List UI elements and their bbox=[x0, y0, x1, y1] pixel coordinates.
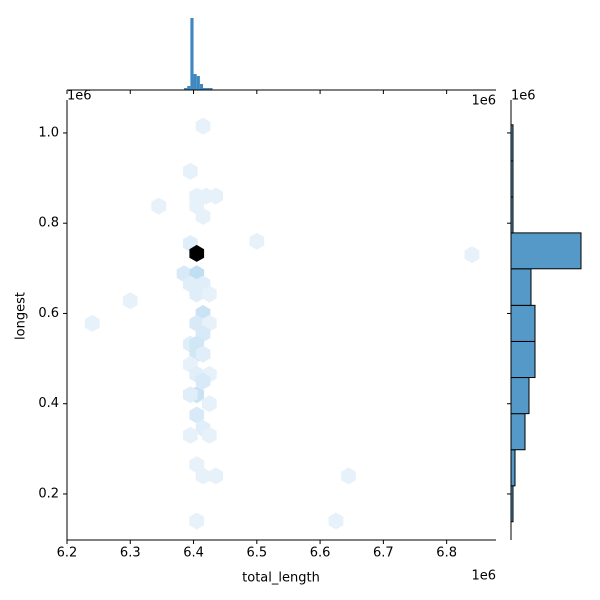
histogram-bar bbox=[510, 232, 582, 270]
hex-cell bbox=[208, 187, 224, 205]
histogram-bar bbox=[510, 449, 516, 487]
hex-cell bbox=[183, 162, 198, 180]
hex-cell bbox=[189, 406, 205, 424]
x-tick-label: 6.3 bbox=[120, 546, 141, 561]
histogram-bar bbox=[203, 88, 207, 90]
x-tick-label: 6.4 bbox=[183, 546, 204, 561]
hex-cell bbox=[208, 467, 224, 485]
histogram-bar bbox=[184, 88, 188, 90]
marginal-x-offset: 1e6 bbox=[471, 94, 496, 109]
hex-cell bbox=[195, 207, 211, 225]
histogram-bar bbox=[510, 340, 536, 379]
y-tick-label: 0.6 bbox=[38, 306, 59, 321]
hex-cell bbox=[151, 197, 167, 215]
x-tick-label: 6.6 bbox=[310, 546, 331, 561]
hex-cell bbox=[202, 395, 217, 413]
histogram-bar bbox=[209, 88, 213, 90]
x-tick-label: 6.5 bbox=[246, 546, 267, 561]
y-tick-label: 0.8 bbox=[38, 216, 59, 231]
marginal-y-offset: 1e6 bbox=[511, 89, 536, 104]
hex-cell bbox=[195, 117, 211, 135]
hex-cell bbox=[189, 244, 205, 262]
y-tick-label: 0.2 bbox=[38, 486, 59, 501]
x-tick-label: 6.2 bbox=[57, 546, 78, 561]
hex-cell bbox=[122, 292, 138, 310]
hex-cell bbox=[183, 386, 198, 404]
histogram-bar bbox=[190, 18, 194, 90]
histogram-bar bbox=[187, 86, 191, 90]
hex-cell bbox=[189, 456, 205, 474]
histogram-bar bbox=[510, 413, 526, 451]
y-tick-label: 0.4 bbox=[38, 396, 59, 411]
histogram-bar bbox=[196, 76, 200, 90]
histogram-bar bbox=[510, 304, 536, 342]
hex-cell bbox=[195, 372, 211, 390]
hex-cell bbox=[189, 512, 205, 530]
histogram-bar bbox=[206, 88, 210, 90]
hex-cell bbox=[183, 426, 198, 444]
hex-cell bbox=[464, 246, 480, 264]
hex-cell bbox=[202, 426, 217, 444]
hex-cell bbox=[202, 285, 217, 303]
x-offset: 1e6 bbox=[471, 569, 496, 584]
y-offset: 1e6 bbox=[67, 89, 92, 104]
y-axis-label: longest bbox=[14, 292, 29, 340]
x-axis-label: total_length bbox=[242, 571, 320, 586]
histogram-bar bbox=[193, 74, 197, 90]
histogram-bar bbox=[199, 84, 204, 90]
histogram-bar bbox=[510, 268, 532, 306]
histogram-bar bbox=[510, 377, 530, 415]
x-tick-label: 6.8 bbox=[436, 546, 457, 561]
hex-cell bbox=[195, 345, 211, 363]
hex-cell bbox=[328, 512, 344, 530]
hex-cell bbox=[249, 232, 265, 250]
hex-cell bbox=[189, 285, 205, 303]
x-tick-label: 6.7 bbox=[373, 546, 394, 561]
y-tick-label: 1.0 bbox=[38, 125, 59, 140]
hex-cell bbox=[195, 467, 211, 485]
hex-cell bbox=[341, 467, 356, 485]
hex-cell bbox=[84, 314, 100, 332]
